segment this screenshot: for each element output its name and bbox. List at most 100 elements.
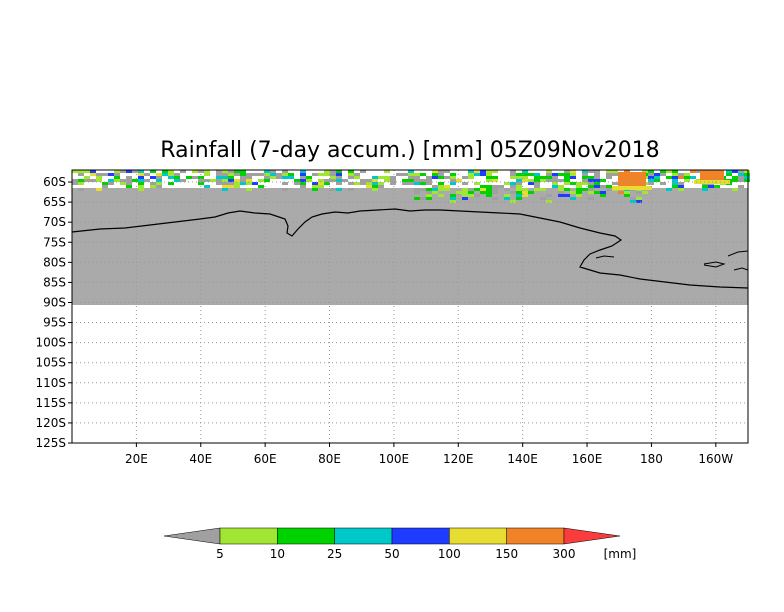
rain-cell	[450, 173, 456, 176]
rain-cell	[228, 170, 234, 173]
rain-cell	[264, 179, 270, 182]
rain-cell	[474, 182, 480, 185]
rain-cell	[540, 179, 546, 182]
rain-cell	[252, 173, 258, 176]
rain-cell	[588, 191, 594, 194]
rain-cell	[666, 176, 672, 179]
antarctica-land	[72, 188, 748, 305]
colorbar-label: 5	[216, 547, 224, 561]
rain-cell	[672, 176, 678, 179]
rain-cell	[516, 185, 522, 188]
lat-tick-label: 60S	[43, 175, 66, 189]
rain-cell	[564, 176, 570, 179]
plot-frame	[71, 169, 749, 444]
rain-cell	[228, 179, 234, 182]
rain-cell	[576, 182, 582, 185]
rain-cell	[474, 194, 480, 197]
rain-cell	[372, 176, 378, 179]
rain-cell	[684, 173, 690, 176]
rain-cell	[126, 182, 132, 185]
rain-cell	[264, 176, 270, 179]
rain-cell	[552, 185, 558, 188]
rain-cell	[126, 170, 132, 173]
rain-cell	[234, 170, 240, 173]
rain-cell	[114, 170, 120, 173]
rain-cell	[558, 179, 564, 182]
rain-cell	[222, 185, 228, 188]
rain-cell	[570, 173, 576, 176]
colorbar-low-arrow	[163, 527, 221, 545]
rain-cell	[114, 173, 120, 176]
rain-cell	[348, 188, 354, 191]
rain-cell	[102, 185, 108, 188]
rain-cell	[738, 176, 744, 179]
rain-cell	[636, 200, 642, 203]
rain-cell	[264, 170, 270, 173]
rain-cell	[492, 191, 498, 194]
rain-cell	[78, 170, 84, 173]
rain-cell	[78, 188, 84, 191]
rain-cell	[246, 188, 252, 191]
rain-cell	[366, 185, 372, 188]
rain-cell	[72, 179, 78, 182]
rain-cell	[408, 179, 414, 182]
rain-cell	[510, 185, 516, 188]
rain-cell	[708, 185, 714, 188]
rain-cell	[486, 185, 492, 188]
rain-cell	[456, 191, 462, 194]
rain-cell	[558, 185, 564, 188]
lat-tick-label: 95S	[43, 316, 66, 330]
rain-cell	[546, 170, 552, 173]
rain-cell	[432, 176, 438, 179]
rain-cell	[360, 170, 366, 173]
rain-cell	[492, 188, 498, 191]
rain-cell	[462, 188, 468, 191]
rain-cell	[444, 185, 450, 188]
rain-cell	[588, 170, 594, 173]
rain-cell	[444, 176, 450, 179]
rain-cell	[426, 194, 432, 197]
rain-cell	[420, 173, 426, 176]
rain-cell	[558, 194, 564, 197]
rain-cell	[198, 182, 204, 185]
rain-cell	[504, 188, 510, 191]
colorbar-swatch	[334, 527, 393, 545]
rain-cell	[168, 173, 174, 176]
rain-cell	[246, 179, 252, 182]
rain-cell	[384, 179, 390, 182]
rain-cell	[492, 185, 498, 188]
rain-cell	[408, 182, 414, 185]
rain-cell	[450, 182, 456, 185]
rain-cell	[432, 173, 438, 176]
rain-cell	[108, 173, 114, 176]
rain-cell	[384, 170, 390, 173]
rain-cell	[282, 173, 288, 176]
rain-cell	[504, 194, 510, 197]
rain-cell	[444, 170, 450, 173]
rain-cell	[510, 173, 516, 176]
rain-cell	[174, 179, 180, 182]
rain-cell	[684, 179, 690, 182]
rain-cell	[534, 185, 540, 188]
rain-cell	[150, 182, 156, 185]
rain-cell	[318, 182, 324, 185]
rain-cell	[84, 176, 90, 179]
rain-cell	[576, 185, 582, 188]
rain-cell	[636, 197, 642, 200]
rain-cell	[426, 197, 432, 200]
rain-cell	[228, 182, 234, 185]
rain-cell	[732, 188, 738, 191]
rain-cell	[144, 179, 150, 182]
rain-cell	[198, 179, 204, 182]
rain-cell	[534, 188, 540, 191]
rain-cell	[678, 182, 684, 185]
rain-cell	[486, 176, 492, 179]
lon-tick-label: 100E	[379, 452, 410, 466]
rain-cell	[462, 197, 468, 200]
rain-cell	[366, 179, 372, 182]
rain-cell	[234, 185, 240, 188]
rain-cell	[468, 176, 474, 179]
rain-cell	[108, 179, 114, 182]
lat-tick-label: 100S	[35, 336, 66, 350]
rain-cell	[282, 182, 288, 185]
